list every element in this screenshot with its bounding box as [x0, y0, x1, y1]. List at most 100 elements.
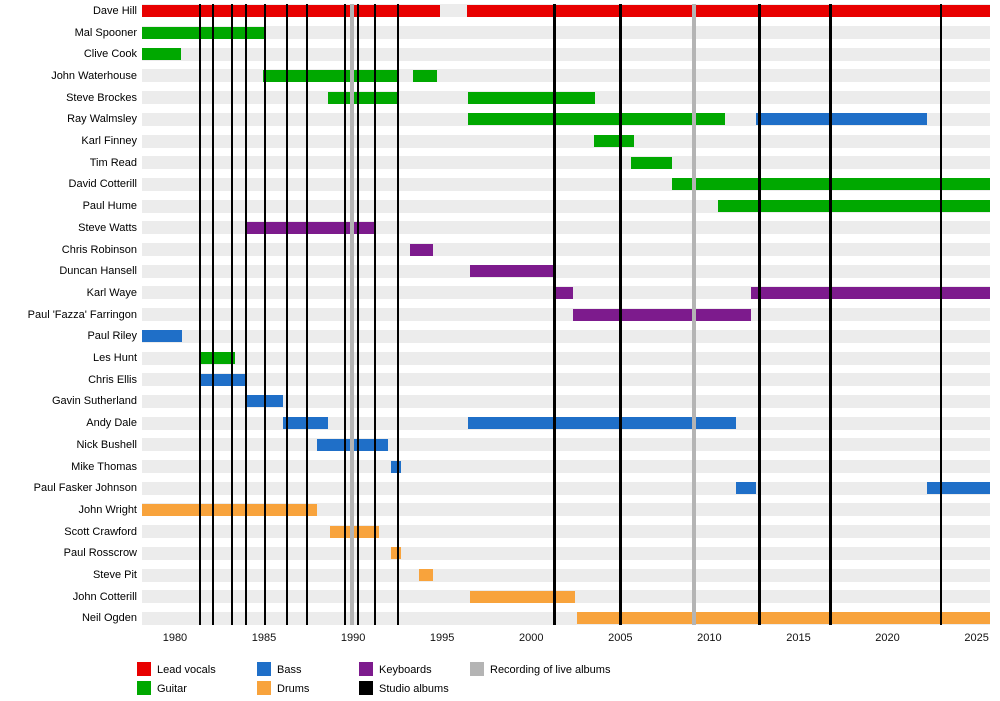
legend-swatch-studio-albums — [359, 681, 373, 695]
studio-album-line — [373, 4, 377, 625]
studio-album-line — [343, 4, 347, 625]
axis-year-label: 1995 — [429, 632, 455, 644]
member-label-paul-riley: Paul Riley — [87, 330, 137, 343]
timeline-bar-karl-waye-keyboards — [556, 286, 574, 299]
studio-album-line — [829, 4, 832, 625]
member-label-chris-ellis: Chris Ellis — [88, 373, 137, 386]
timeline-bar-john-wright-drums — [142, 503, 317, 516]
timeline-bar-john-waterhouse-guitar — [263, 69, 400, 82]
studio-album-line — [619, 4, 622, 625]
studio-album-line — [211, 4, 215, 625]
timeline-bar-paul-rosscrow-drums — [390, 547, 402, 560]
timeline-bar-paul-fazza-farringon-keyboards — [573, 308, 752, 321]
member-row-stripe — [142, 503, 990, 517]
timeline-bar-andy-dale-bass — [468, 417, 737, 430]
legend-item-lead-vocals: Lead vocals — [137, 662, 216, 677]
member-row-stripe — [142, 156, 990, 170]
studio-album-line — [263, 4, 267, 625]
timeline-bar-karl-finney-guitar — [593, 135, 634, 148]
member-row-stripe — [142, 134, 990, 148]
legend-label-guitar: Guitar — [157, 683, 187, 695]
timeline-bar-karl-waye-keyboards — [751, 286, 990, 299]
timeline-bar-mike-thomas-bass — [391, 460, 402, 473]
member-row-stripe — [142, 546, 990, 560]
member-label-karl-finney: Karl Finney — [81, 135, 137, 148]
axis-year-label: 2005 — [608, 632, 633, 644]
legend-item-keyboards: Keyboards — [359, 662, 432, 677]
member-row-stripe — [142, 481, 990, 495]
legend-label-bass: Bass — [277, 664, 302, 676]
legend-label-keyboards: Keyboards — [379, 664, 432, 676]
axis-year-label: 2020 — [875, 632, 900, 644]
axis-year-label: 2010 — [697, 632, 722, 644]
legend-swatch-keyboards — [359, 662, 373, 676]
member-label-steve-pit: Steve Pit — [92, 569, 137, 582]
live-album-recording-line — [692, 4, 697, 625]
studio-album-line — [305, 4, 309, 625]
legend-label-recording-of-live-albums: Recording of live albums — [490, 664, 611, 676]
timeline-bar-neil-ogden-drums — [576, 612, 990, 625]
timeline-bar-ray-walmsley-guitar — [468, 113, 725, 126]
member-label-scott-crawford: Scott Crawford — [64, 525, 137, 538]
legend-swatch-drums — [257, 681, 271, 695]
member-label-john-cotterill: John Cotterill — [72, 590, 137, 603]
member-label-paul-fazza-farringon: Paul 'Fazza' Farringon — [27, 308, 137, 321]
member-label-john-wright: John Wright — [78, 503, 138, 516]
member-label-les-hunt: Les Hunt — [92, 352, 137, 365]
legend-label-lead-vocals: Lead vocals — [157, 664, 216, 676]
studio-album-line — [244, 4, 248, 625]
member-label-david-cotterill: David Cotterill — [68, 178, 137, 191]
member-row-stripe — [142, 568, 990, 582]
member-row-stripe — [142, 308, 990, 322]
timeline-bar-steve-brockes-guitar — [468, 91, 595, 104]
timeline-bar-andy-dale-bass — [282, 417, 329, 430]
timeline-bar-paul-hume-guitar — [718, 200, 990, 213]
legend-label-studio-albums: Studio albums — [379, 683, 449, 695]
axis-year-label: 1980 — [162, 632, 188, 644]
studio-album-line — [396, 4, 400, 625]
timeline-bar-ray-walmsley-bass — [755, 113, 927, 126]
legend-swatch-bass — [257, 662, 271, 676]
member-row-stripe — [142, 373, 990, 387]
timeline-bar-duncan-hansell-keyboards — [469, 265, 557, 278]
timeline-bar-tim-read-guitar — [631, 156, 672, 169]
timeline-bar-john-cotterill-drums — [469, 590, 575, 603]
timeline-bar-chris-robinson-keyboards — [410, 243, 434, 256]
timeline-bar-clive-cook-guitar — [142, 48, 182, 61]
member-label-neil-ogden: Neil Ogden — [81, 612, 137, 625]
studio-album-line — [198, 4, 202, 625]
member-row-stripe — [142, 394, 990, 408]
member-label-mal-spooner: Mal Spooner — [74, 26, 137, 39]
member-label-dave-hill: Dave Hill — [92, 4, 137, 17]
member-row-stripe — [142, 351, 990, 365]
legend-item-drums: Drums — [257, 681, 309, 696]
member-row-stripe — [142, 329, 990, 343]
axis-year-label: 1990 — [340, 632, 366, 644]
member-row-stripe — [142, 243, 990, 257]
member-label-karl-waye: Karl Waye — [86, 286, 137, 299]
member-label-tim-read: Tim Read — [89, 156, 137, 169]
legend-item-bass: Bass — [257, 662, 301, 677]
member-label-duncan-hansell: Duncan Hansell — [59, 265, 137, 278]
timeline-bar-les-hunt-guitar — [199, 352, 235, 365]
legend-item-guitar: Guitar — [137, 681, 187, 696]
studio-album-line — [758, 4, 761, 625]
axis-year-label: 1985 — [251, 632, 277, 644]
studio-album-line — [939, 4, 943, 625]
timeline-bar-paul-fasker-johnson-bass — [926, 482, 990, 495]
member-label-mike-thomas: Mike Thomas — [71, 460, 137, 473]
timeline-bar-paul-fasker-johnson-bass — [736, 482, 756, 495]
member-label-steve-watts: Steve Watts — [78, 221, 137, 234]
legend-item-studio-albums: Studio albums — [359, 681, 449, 696]
studio-album-line — [356, 4, 360, 625]
axis-year-label: 2015 — [786, 632, 811, 644]
member-label-clive-cook: Clive Cook — [83, 48, 137, 61]
member-label-john-waterhouse: John Waterhouse — [51, 69, 137, 82]
legend-label-drums: Drums — [277, 683, 310, 695]
axis-year-label: 2000 — [519, 632, 544, 644]
member-row-stripe — [142, 47, 990, 61]
timeline-bar-scott-crawford-drums — [329, 525, 379, 538]
legend-swatch-recording-of-live-albums — [470, 662, 484, 676]
